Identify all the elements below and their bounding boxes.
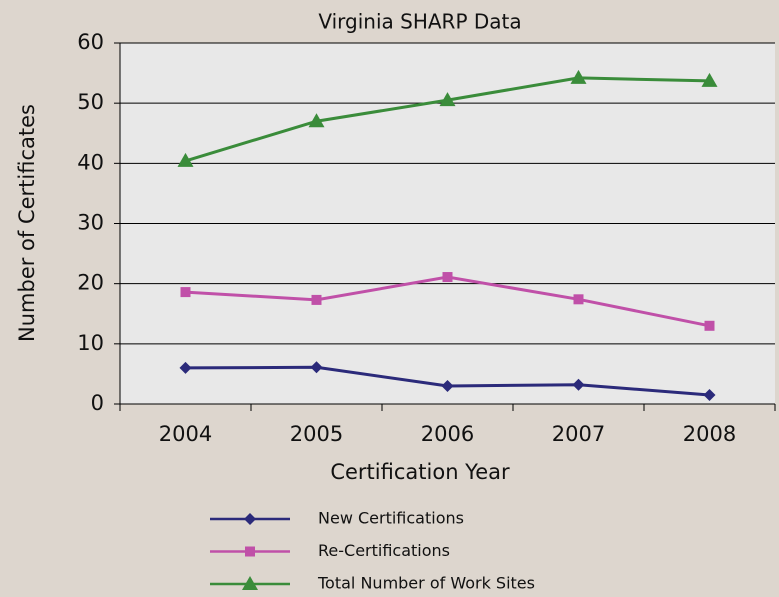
marker [179,361,192,374]
marker [177,152,194,167]
marker [703,388,716,401]
marker [310,361,323,374]
y-axis-title: Number of Certificates [15,104,39,342]
y-tick-label: 50 [77,90,104,114]
legend-label: Total Number of Work Sites [317,574,535,593]
marker [308,113,325,128]
marker [180,287,191,298]
y-tick-label: 60 [77,30,104,54]
marker [244,513,256,525]
x-tick-label: 2008 [683,422,736,446]
legend-label: New Certifications [318,509,464,528]
x-axis-title: Certification Year [330,460,510,484]
y-tick-label: 20 [77,271,104,295]
y-tick-label: 30 [77,211,104,235]
y-tick-label: 40 [77,150,104,174]
marker [242,576,258,590]
y-tick-label: 0 [91,391,104,415]
marker [704,320,715,331]
x-tick-label: 2004 [159,422,212,446]
marker [441,379,454,392]
x-tick-label: 2006 [421,422,474,446]
marker [570,69,587,84]
marker [245,546,255,557]
marker [701,72,718,87]
marker [439,92,456,107]
x-tick-label: 2005 [290,422,343,446]
x-tick-label: 2007 [552,422,605,446]
y-tick-label: 10 [77,331,104,355]
marker [311,294,322,305]
marker [573,294,584,305]
marker [442,272,453,283]
marker [572,378,585,391]
chart-title: Virginia SHARP Data [318,10,521,34]
legend-label: Re-Certifications [318,541,450,560]
